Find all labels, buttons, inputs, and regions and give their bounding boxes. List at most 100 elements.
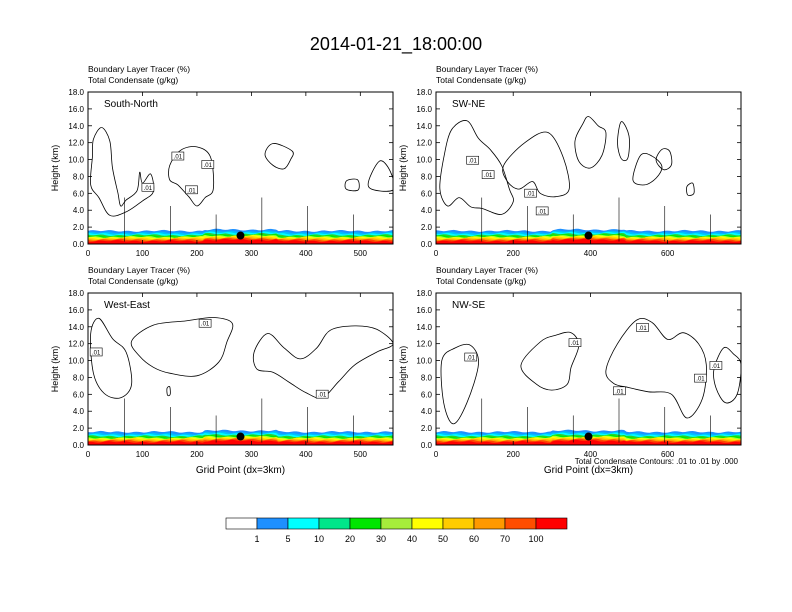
- y-axis-label: Height (km): [50, 346, 60, 393]
- contour-label: .01: [481, 170, 495, 179]
- y-tick-label: 10.0: [68, 156, 84, 165]
- x-tick-label: 600: [661, 450, 675, 459]
- y-tick-label: 10.0: [416, 357, 432, 366]
- subtitle-condensate: Total Condensate (g/kg): [436, 75, 526, 85]
- tracer-layer-11: [88, 439, 393, 445]
- x-tick-label: 200: [507, 450, 521, 459]
- condensate-contour-2: [168, 146, 215, 207]
- colorbar-swatch: [318, 517, 351, 530]
- contour-label-text: .01: [469, 159, 478, 165]
- panel-frame: [435, 91, 742, 245]
- x-tick-label: 100: [136, 450, 150, 459]
- panels-group: .01 .01 .01 .01 0.0 2.0 4.0 6.0 8.0 10.0 12.0 14.0 1…: [50, 64, 742, 476]
- contour-label: .01: [613, 386, 626, 395]
- y-tick-label: 6.0: [73, 390, 85, 399]
- y-tick-label: 2.0: [421, 424, 433, 433]
- panel-background: [88, 293, 393, 445]
- condensate-contour-2: [502, 131, 570, 198]
- condensate-contour-3: [574, 116, 607, 169]
- tracer-layer-11: [436, 238, 741, 244]
- panel-name: West-East: [104, 300, 150, 311]
- colorbar-swatch: [349, 517, 382, 530]
- colorbar-label: 5: [285, 534, 290, 544]
- panel-frame: [435, 292, 742, 446]
- subtitle-condensate: Total Condensate (g/kg): [88, 276, 178, 286]
- y-axis-label: Height (km): [398, 145, 408, 192]
- x-axis-label: Grid Point (dx=3km): [196, 465, 285, 476]
- condensate-contour-6: [655, 148, 673, 171]
- y-axis-label: Height (km): [398, 346, 408, 393]
- colorbar-label: 100: [528, 534, 543, 544]
- contour-label-text: .01: [538, 209, 547, 215]
- contour-label-text: .01: [696, 377, 705, 383]
- x-tick-label: 100: [136, 249, 150, 258]
- x-tick-label: 200: [190, 450, 204, 459]
- y-tick-label: 8.0: [421, 172, 433, 181]
- colorbar-label: 50: [438, 534, 448, 544]
- y-tick-label: 4.0: [421, 206, 433, 215]
- colorbar-label: 1: [254, 534, 259, 544]
- y-tick-label: 0.0: [73, 240, 85, 249]
- colorbar-swatch: [411, 517, 444, 530]
- contour-label-text: .01: [712, 364, 721, 370]
- y-tick-label: 8.0: [73, 373, 85, 382]
- y-tick-label: 18.0: [68, 88, 84, 97]
- contour-label: .01: [694, 373, 707, 383]
- contour-label: .01: [568, 338, 582, 347]
- x-tick-label: 400: [299, 249, 313, 258]
- x-tick-label: 200: [507, 249, 521, 258]
- colorbar-swatch: [535, 517, 568, 530]
- colorbar-swatch: [504, 517, 537, 530]
- contour-label-box: [481, 170, 495, 179]
- contour-label: .01: [464, 352, 478, 362]
- x-tick-label: 200: [190, 249, 204, 258]
- contour-label: .01: [535, 206, 549, 215]
- contour-label: .01: [141, 182, 155, 192]
- contour-label-box: [315, 389, 329, 399]
- contour-label: .01: [709, 361, 723, 370]
- y-tick-label: 18.0: [416, 88, 432, 97]
- y-tick-label: 14.0: [68, 122, 84, 131]
- contour-label-box: [694, 373, 707, 383]
- contour-label-text: .01: [638, 326, 647, 332]
- y-tick-label: 2.0: [73, 223, 85, 232]
- contour-label-text: .01: [174, 155, 183, 161]
- panel-plot-area: [88, 317, 393, 445]
- panel-west-east: .01 .01 .01 0.0 2.0 4.0 6.0 8.0 10.0 12.0 14.0 16.0…: [50, 265, 394, 476]
- contour-label: .01: [171, 151, 185, 161]
- contour-label: .01: [198, 318, 212, 328]
- x-tick-label: 0: [86, 450, 91, 459]
- colorbar-label: 30: [376, 534, 386, 544]
- condensate-contour-1: [90, 317, 133, 399]
- contour-label-text: .01: [144, 186, 153, 192]
- contour-label-text: .01: [571, 341, 580, 347]
- location-marker: [584, 231, 593, 240]
- x-tick-label: 400: [584, 450, 598, 459]
- contour-label: .01: [636, 323, 649, 332]
- subtitle-condensate: Total Condensate (g/kg): [88, 75, 178, 85]
- colorbar-swatch: [225, 517, 258, 530]
- panel-nw-se: .01 .01 .01 .01 .01 .01 0.0 2.0 4.0 6.0 8.0 10.0 12.…: [398, 265, 742, 476]
- contour-label-box: [141, 182, 155, 192]
- contour-label-box: [464, 352, 478, 362]
- condensate-contour-1: [440, 343, 479, 425]
- y-tick-label: 8.0: [421, 373, 433, 382]
- contour-footnote: Total Condensate Contours: .01 to .01 by…: [575, 457, 739, 466]
- subtitle-tracer: Boundary Layer Tracer (%): [436, 64, 538, 74]
- contour-label: .01: [315, 389, 329, 399]
- contour-label-text: .01: [204, 163, 213, 169]
- y-tick-label: 6.0: [421, 390, 433, 399]
- location-marker: [236, 231, 245, 240]
- panel-name: South-North: [104, 99, 158, 110]
- contour-label-text: .01: [615, 389, 624, 395]
- y-tick-label: 14.0: [416, 122, 432, 131]
- contour-label-box: [636, 323, 649, 332]
- y-tick-label: 12.0: [416, 340, 432, 349]
- y-tick-label: 16.0: [416, 105, 432, 114]
- figure-title: 2014-01-21_18:00:00: [310, 34, 482, 55]
- condensate-contour-4: [617, 121, 630, 162]
- subtitle-tracer: Boundary Layer Tracer (%): [88, 64, 190, 74]
- y-tick-label: 18.0: [416, 289, 432, 298]
- y-tick-label: 4.0: [421, 407, 433, 416]
